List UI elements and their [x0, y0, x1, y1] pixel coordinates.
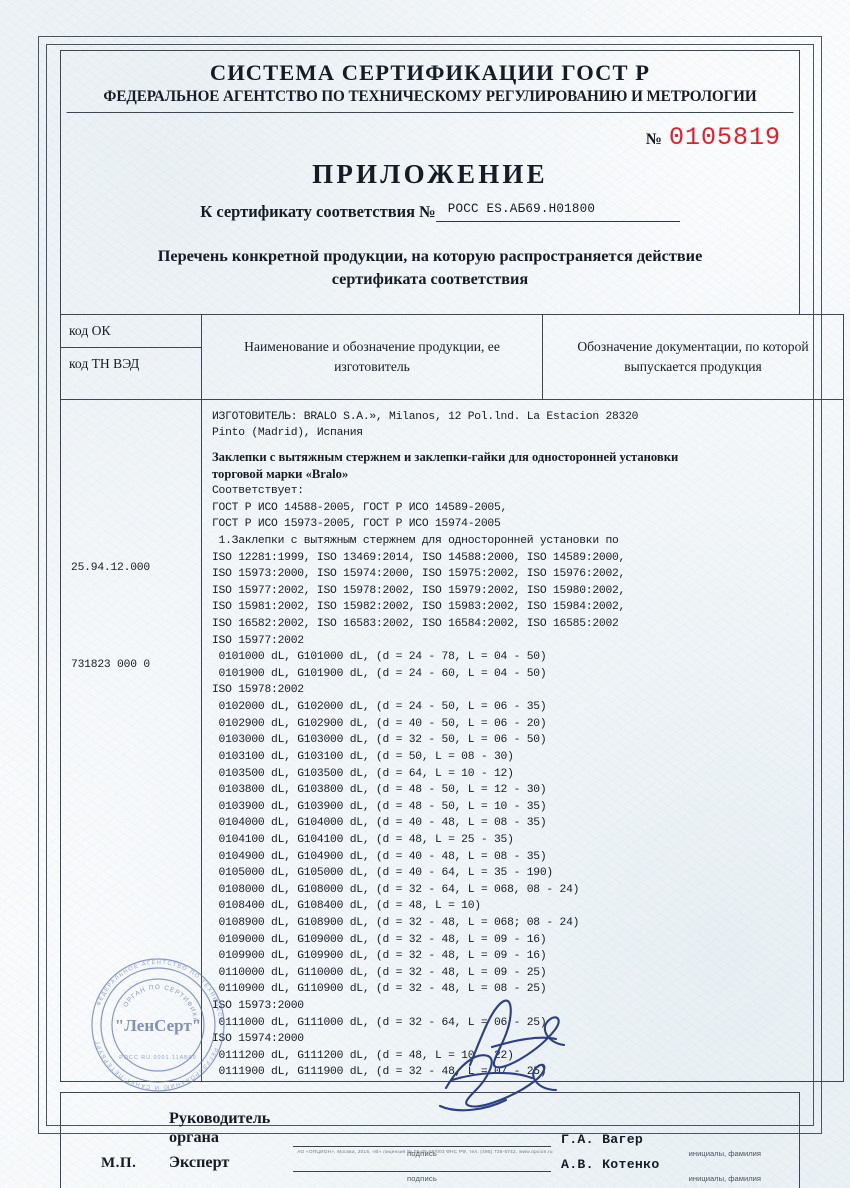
signature-line-expert: подпись [293, 1154, 551, 1183]
product-code-line: 0111000 dL, G111000 dL, (d = 32 - 64, L … [212, 1016, 547, 1029]
system-title: СИСТЕМА СЕРТИФИКАЦИИ ГОСТ Р [209, 60, 651, 85]
group-standard-heading: ISO 15977:2002 [212, 634, 304, 647]
product-code-line: 0101900 dL, G101900 dL, (d = 24 - 60, L … [212, 667, 547, 680]
product-name-text: Заклепки с вытяжным стержнем и заклепки-… [212, 449, 679, 482]
product-code-line: 0103800 dL, G103800 dL, (d = 48 - 50, L … [212, 784, 547, 797]
agency-title: ФЕДЕРАЛЬНОЕ АГЕНТСТВО ПО ТЕХНИЧЕСКОМУ РЕ… [66, 88, 794, 113]
document-number-row: № 0105819 [60, 113, 800, 157]
signature-role-expert: Эксперт [169, 1153, 230, 1172]
product-code-line: 0103900 dL, G103900 dL, (d = 48 - 50, L … [212, 800, 547, 813]
signature-row-head: Руководитель органа подпись Г.А. Вагер и… [61, 1109, 799, 1158]
code-header-cell: код ОК код ТН ВЭД [60, 314, 202, 400]
product-code-line: 0103500 dL, G103500 dL, (d = 64, L = 10 … [212, 767, 514, 780]
product-code-line: 0111900 dL, G111900 dL, (d = 32 - 48, L … [212, 1066, 547, 1079]
table-body-row: 25.94.12.000 731823 000 0 ИЗГОТОВИТЕЛЬ: … [60, 398, 844, 1083]
number-value: 0105819 [668, 123, 781, 152]
section-1-title: 1.Заклепки с вытяжным стержнем для однос… [212, 534, 619, 547]
title-zone: ПРИЛОЖЕНИЕ К сертификату соответствия № … [60, 157, 800, 315]
page-title: ПРИЛОЖЕНИЕ [312, 159, 548, 189]
number-sign: № [645, 131, 662, 148]
gost-standards: ГОСТ Р ИСО 14588-2005, ГОСТ Р ИСО 14589-… [212, 501, 508, 531]
product-code-line: 0103000 dL, G103000 dL, (d = 32 - 50, L … [212, 734, 547, 747]
product-code-line: 0110000 dL, G110000 dL, (d = 32 - 48, L … [212, 966, 547, 979]
table-header-row: код ОК код ТН ВЭД Наименование и обознач… [60, 314, 844, 400]
certificate-number: РОСС ES.АБ69.Н01800 [447, 202, 596, 216]
product-groups: ISO 15977:2002 0101000 dL, G101000 dL, (… [212, 633, 843, 1081]
header-ok-code: код ОК [61, 315, 201, 349]
microprint-footer: АО «ОПЦИОН», Москва, 2016, «В» лицензия … [297, 1149, 553, 1154]
header-tnved-code: код ТН ВЭД [69, 356, 140, 372]
iso-standard-line: ISO 12281:1999, ISO 13469:2014, ISO 1458… [212, 551, 626, 564]
product-code-line: 0103100 dL, G103100 dL, (d = 50, L = 08 … [212, 750, 514, 763]
manufacturer-text: ИЗГОТОВИТЕЛЬ: BRALO S.A.», Milanos, 12 P… [212, 410, 639, 440]
iso-standard-line: ISO 15973:2000, ISO 15974:2000, ISO 1597… [212, 568, 626, 581]
iso-standard-line: ISO 16582:2002, ISO 16583:2002, ISO 1658… [212, 618, 619, 631]
mp-label: М.П. [101, 1155, 137, 1172]
product-table: код ОК код ТН ВЭД Наименование и обознач… [60, 314, 844, 1083]
iso-standard-line: ISO 15981:2002, ISO 15982:2002, ISO 1598… [212, 601, 626, 614]
name-caption-head: инициалы, фамилия [688, 1149, 761, 1159]
signature-area: М.П. Руководитель органа подпись Г.А. Ва… [60, 1092, 800, 1188]
codes-cell: 25.94.12.000 731823 000 0 [60, 398, 202, 1083]
certificate-reference: К сертификату соответствия № РОСС ES.АБ6… [61, 202, 799, 222]
signature-role-head: Руководитель органа [169, 1109, 271, 1147]
product-details-cell: ИЗГОТОВИТЕЛЬ: BRALO S.A.», Milanos, 12 P… [201, 398, 844, 1083]
product-code-line: 0108900 dL, G108900 dL, (d = 32 - 48, L … [212, 917, 580, 929]
iso-standards-list: ISO 12281:1999, ISO 13469:2014, ISO 1458… [212, 550, 843, 633]
signature-name-expert: А.В. Котенко [561, 1157, 660, 1173]
group-standard-heading: ISO 15973:2000 [212, 1000, 304, 1013]
signature-name-head: Г.А. Вагер [561, 1132, 644, 1148]
signature-row-expert: Эксперт подпись А.В. Котенко инициалы, ф… [61, 1153, 799, 1183]
header-product-name: Наименование и обозначение продукции, ее… [201, 314, 543, 400]
signature-line-head: подпись [293, 1129, 551, 1158]
product-code-line: 0110900 dL, G110900 dL, (d = 32 - 48, L … [212, 983, 547, 996]
iso-standard-line: ISO 15977:2002, ISO 15978:2002, ISO 1597… [212, 584, 626, 597]
product-code-line: 0111200 dL, G111200 dL, (d = 48, L = 10 … [212, 1049, 514, 1062]
product-code-line: 0101000 dL, G101000 dL, (d = 24 - 78, L … [212, 651, 547, 664]
product-code-line: 0109000 dL, G109000 dL, (d = 32 - 48, L … [212, 933, 547, 946]
product-code-line: 0104100 dL, G104100 dL, (d = 48, L = 25 … [212, 833, 514, 846]
tnved-code-value: 731823 000 0 [71, 659, 150, 672]
product-code-line: 0104000 dL, G104000 dL, (d = 40 - 48, L … [212, 817, 547, 830]
name-caption-expert: инициалы, фамилия [688, 1174, 761, 1184]
product-code-line: 0102900 dL, G102900 dL, (d = 40 - 50, L … [212, 717, 547, 730]
product-code-line: 0104900 dL, G104900 dL, (d = 40 - 48, L … [212, 850, 547, 863]
product-code-line: 0108400 dL, G108400 dL, (d = 48, L = 10) [212, 900, 482, 913]
code-values: 25.94.12.000 731823 000 0 [61, 400, 201, 708]
certificate-label: К сертификату соответствия № [200, 202, 436, 221]
conformity-label: Соответствует: [212, 485, 304, 498]
document-header: СИСТЕМА СЕРТИФИКАЦИИ ГОСТ Р ФЕДЕРАЛЬНОЕ … [60, 50, 800, 113]
product-code-line: 0105000 dL, G105000 dL, (d = 40 - 64, L … [212, 867, 554, 880]
product-code-line: 0108000 dL, G108000 dL, (d = 32 - 64, L … [212, 883, 580, 896]
header-documentation: Обозначение документации, по которой вып… [542, 314, 844, 400]
document-content: СИСТЕМА СЕРТИФИКАЦИИ ГОСТ Р ФЕДЕРАЛЬНОЕ … [60, 50, 844, 1188]
document-number: № 0105819 [646, 123, 781, 152]
signature-name-wrap-head: Г.А. Вагер инициалы, фамилия [551, 1132, 767, 1158]
product-code-line: 0109900 dL, G109900 dL, (d = 32 - 48, L … [212, 950, 547, 963]
product-code-line: 0102000 dL, G102000 dL, (d = 24 - 50, L … [212, 701, 547, 714]
signature-caption-head: подпись [406, 1149, 438, 1159]
document-subtitle: Перечень конкретной продукции, на котору… [157, 246, 703, 289]
signature-name-wrap-expert: А.В. Котенко инициалы, фамилия [551, 1157, 767, 1183]
group-standard-heading: ISO 15974:2000 [212, 1033, 304, 1046]
ok-code-value: 25.94.12.000 [71, 561, 150, 574]
signature-caption-expert: подпись [406, 1174, 438, 1184]
certificate-number-field: РОСС ES.АБ69.Н01800 [435, 202, 680, 222]
group-standard-heading: ISO 15978:2002 [212, 684, 304, 697]
